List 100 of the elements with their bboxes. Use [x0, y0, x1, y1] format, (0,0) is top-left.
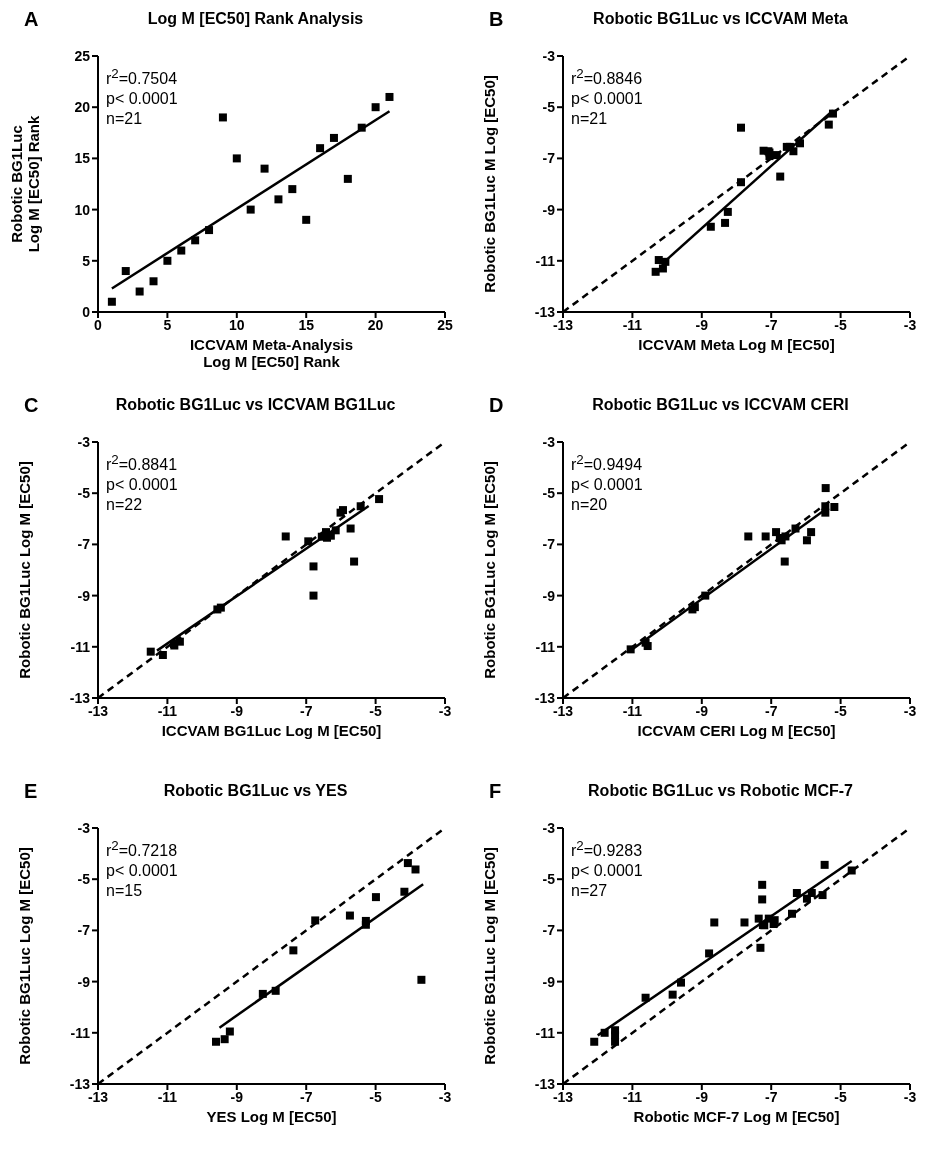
- point: [288, 185, 297, 194]
- point: [807, 889, 816, 898]
- point: [309, 562, 318, 571]
- annotation: n=21: [106, 109, 144, 130]
- y-tick-label: -3: [542, 819, 556, 836]
- x-tick-label: 25: [437, 316, 453, 333]
- point: [710, 918, 719, 927]
- point: [780, 557, 789, 566]
- y-axis-title: Robotic BG1Luc Log M [EC50]: [16, 847, 33, 1065]
- point: [661, 257, 670, 266]
- y-tick-label: 25: [74, 47, 91, 64]
- y-tick-label: -5: [542, 485, 556, 502]
- point: [107, 297, 116, 306]
- x-tick-label: 0: [94, 316, 103, 333]
- y-tick-label: 20: [74, 99, 91, 116]
- y-tick-label: -5: [542, 99, 556, 116]
- point: [281, 532, 290, 541]
- point: [329, 133, 338, 142]
- point: [371, 893, 380, 902]
- text: F: [489, 780, 502, 803]
- annotation: r$^{2}$=0.9494: [571, 451, 643, 476]
- point: [271, 986, 280, 995]
- point: [309, 591, 318, 600]
- text: D: [489, 394, 504, 417]
- annotation: r$^{2}$=0.7504: [106, 65, 178, 90]
- point: [791, 524, 800, 533]
- point: [205, 226, 214, 235]
- x-tick-label: -11: [157, 702, 178, 719]
- point: [343, 174, 352, 183]
- point: [177, 246, 186, 255]
- point: [375, 495, 384, 504]
- x-tick-label: -11: [622, 316, 643, 333]
- x-tick-label: -3: [438, 702, 452, 719]
- annotation: r$^{2}$=0.9283: [571, 837, 643, 862]
- x-tick-label: -5: [369, 1088, 383, 1105]
- y-tick-label: 10: [74, 201, 91, 218]
- point: [737, 123, 746, 132]
- point: [706, 222, 715, 231]
- annotation: n=22: [106, 495, 144, 516]
- point: [146, 647, 155, 656]
- y-tick-label: 5: [82, 252, 91, 269]
- y-tick-label: 0: [82, 303, 91, 320]
- point: [772, 151, 781, 160]
- point: [818, 891, 827, 900]
- y-tick-label: -11: [70, 1024, 91, 1041]
- x-tick-label: -5: [834, 702, 848, 719]
- annotation: n=15: [106, 881, 144, 902]
- point: [411, 865, 420, 874]
- point: [802, 536, 811, 545]
- text: E: [24, 780, 38, 803]
- annotation: p< 0.0001: [106, 89, 178, 110]
- y-tick-label: -7: [77, 922, 91, 939]
- x-axis-title: ICCVAM Meta Log M [EC50]: [638, 336, 835, 353]
- annotation: n=21: [571, 109, 609, 130]
- annotation: p< 0.0001: [571, 475, 643, 496]
- x-tick-label: -9: [230, 1088, 244, 1105]
- x-tick-label: -11: [622, 702, 643, 719]
- point: [311, 916, 320, 925]
- y-tick-label: -5: [542, 871, 556, 888]
- x-tick-label: -3: [903, 1088, 917, 1105]
- y-tick-label: -11: [535, 1024, 556, 1041]
- x-tick-label: 15: [298, 316, 315, 333]
- y-tick-label: -9: [542, 587, 556, 604]
- x-axis-title: Robotic MCF-7 Log M [EC50]: [633, 1108, 840, 1125]
- x-tick-label: 20: [367, 316, 384, 333]
- point: [701, 591, 710, 600]
- y-tick-label: -7: [542, 150, 556, 167]
- x-tick-label: -9: [230, 702, 244, 719]
- point: [590, 1037, 599, 1046]
- point: [260, 164, 269, 173]
- point: [705, 949, 714, 958]
- point: [211, 1037, 220, 1046]
- point: [756, 943, 765, 952]
- x-tick-label: -7: [299, 1088, 313, 1105]
- point: [600, 1028, 609, 1037]
- y-tick-label: -11: [70, 638, 91, 655]
- annotation: n=20: [571, 495, 609, 516]
- point: [781, 532, 790, 541]
- point: [744, 532, 753, 541]
- annotation: r$^{2}$=0.8846: [571, 65, 643, 90]
- point: [824, 120, 833, 129]
- x-tick-label: -5: [834, 1088, 848, 1105]
- point: [792, 889, 801, 898]
- point: [723, 207, 732, 216]
- point: [246, 205, 255, 214]
- point: [721, 218, 730, 227]
- point: [302, 215, 311, 224]
- point: [218, 113, 227, 122]
- x-tick-label: -9: [695, 316, 709, 333]
- x-axis-title: YES Log M [EC50]: [206, 1108, 337, 1125]
- y-tick-label: -9: [542, 201, 556, 218]
- annotation: p< 0.0001: [571, 861, 643, 882]
- text: B: [489, 8, 504, 31]
- x-tick-label: -3: [438, 1088, 452, 1105]
- point: [820, 860, 829, 869]
- y-tick-label: -9: [77, 587, 91, 604]
- point: [828, 109, 837, 118]
- chart-title: Log M [EC50] Rank Analysis: [147, 10, 364, 27]
- x-tick-label: -9: [695, 1088, 709, 1105]
- point: [740, 918, 749, 927]
